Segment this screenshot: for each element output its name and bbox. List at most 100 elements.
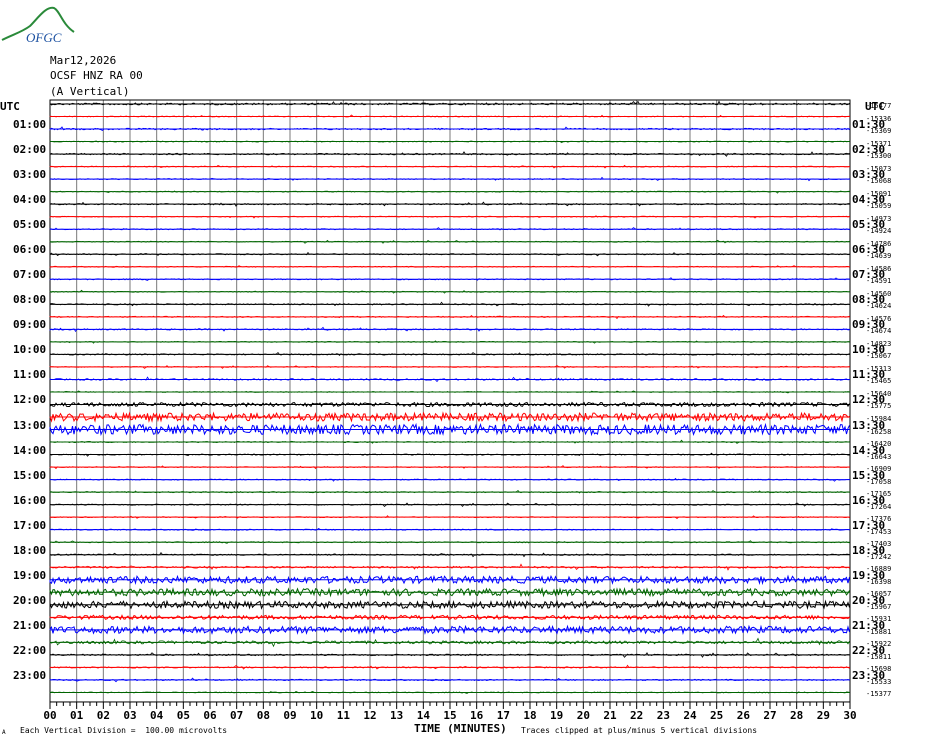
trace-offset-value: -15377 [866, 690, 892, 699]
x-tick-label: 12 [363, 709, 377, 722]
seismic-trace [49, 515, 850, 519]
trace-offset-value: -15313 [866, 364, 892, 373]
x-tick-label: 00 [43, 709, 57, 722]
seismic-trace [49, 227, 850, 231]
left-hour-label: 14:00 [13, 443, 47, 457]
trace-offset-value: -15931 [866, 615, 892, 624]
trace-offset-value: -15300 [866, 152, 892, 161]
seismic-trace [49, 251, 850, 257]
right-hour-label: 20:30 [852, 593, 886, 607]
clipping-note: Traces clipped at plus/minus 5 vertical … [521, 726, 758, 735]
trace-offset-value: -14674 [866, 327, 892, 336]
x-tick-label: 06 [203, 709, 217, 722]
trace-offset-value: -15336 [866, 114, 892, 123]
left-hour-label: 11:00 [13, 368, 47, 382]
left-hour-label: 09:00 [13, 318, 47, 332]
x-tick-label: 26 [736, 709, 750, 722]
trace-offset-value: -14560 [866, 289, 892, 298]
seismic-trace [49, 126, 850, 131]
trace-offset-value: -15073 [866, 164, 892, 173]
seismic-trace [49, 326, 850, 333]
left-hour-label: 16:00 [13, 493, 47, 507]
seismic-trace [49, 527, 850, 531]
left-hour-label: 10:00 [13, 343, 47, 357]
trace-offset-value: -15881 [866, 627, 892, 636]
left-hour-label: 19:00 [13, 568, 47, 582]
x-tick-label: 27 [763, 709, 777, 722]
x-tick-label: 10 [310, 709, 324, 722]
trace-offset-value: -14591 [866, 277, 892, 286]
x-tick-label: 16 [470, 709, 484, 722]
seismic-trace [49, 613, 850, 621]
trace-offset-value: -17376 [866, 515, 892, 524]
seismic-trace [49, 490, 850, 494]
right-hour-label: 22:30 [852, 643, 886, 657]
trace-offset-value: -16889 [866, 565, 892, 574]
trace-offset-value: -17242 [866, 552, 892, 561]
right-hour-label: 19:30 [852, 568, 886, 582]
trace-offset-value: -14586 [866, 264, 892, 273]
x-tick-label: 18 [523, 709, 537, 722]
x-tick-label: 08 [256, 709, 270, 722]
seismic-trace [49, 452, 850, 457]
x-tick-label: 22 [630, 709, 644, 722]
right-hour-label: 12:30 [852, 393, 886, 407]
seismic-trace [49, 664, 850, 670]
seismic-trace [49, 411, 850, 423]
seismic-trace [49, 401, 850, 408]
trace-offset-value: -14823 [866, 339, 892, 348]
seismic-trace [49, 624, 850, 636]
trace-offset-value: -15371 [866, 139, 892, 148]
component-label: (A Vertical) [50, 85, 130, 98]
trace-offset-value: -17264 [866, 502, 892, 511]
seismic-trace [49, 477, 850, 482]
seismic-trace [49, 314, 850, 320]
right-hour-label: 01:30 [852, 118, 886, 132]
x-tick-label: 20 [576, 709, 590, 722]
trace-offset-value: -15068 [866, 177, 892, 186]
x-tick-label: 09 [283, 709, 297, 722]
left-utc-header: UTC [0, 100, 20, 113]
left-hour-label: 04:00 [13, 193, 47, 207]
x-tick-label: 03 [123, 709, 137, 722]
trace-offset-value: -16258 [866, 427, 892, 436]
corner-mark: A [2, 729, 6, 736]
seismic-trace [49, 352, 850, 356]
left-hour-label: 20:00 [13, 593, 47, 607]
seismic-trace [49, 301, 850, 307]
x-tick-label: 11 [336, 709, 350, 722]
seismic-trace [49, 502, 850, 507]
seismic-trace [49, 340, 850, 344]
seismic-trace [49, 551, 850, 558]
x-tick-label: 13 [390, 709, 404, 722]
trace-offset-value: -14624 [866, 302, 892, 311]
trace-offset-value: -14786 [866, 239, 892, 248]
seismic-trace [49, 690, 850, 694]
x-tick-label: 21 [603, 709, 617, 722]
division-note: Each Vertical Division = 100.00 microvol… [20, 726, 228, 735]
right-hour-label: 11:30 [852, 368, 886, 382]
x-tick-label: 23 [656, 709, 670, 722]
right-hour-label: 15:30 [852, 468, 886, 482]
right-hour-label: 08:30 [852, 293, 886, 307]
left-hour-label: 22:00 [13, 643, 47, 657]
seismic-trace [49, 114, 850, 118]
right-hour-label: 14:30 [852, 443, 886, 457]
x-tick-label: 28 [790, 709, 804, 722]
x-tick-label: 30 [843, 709, 857, 722]
x-tick-label: 04 [150, 709, 164, 722]
trace-offset-value: -15067 [866, 352, 892, 361]
x-tick-label: 24 [683, 709, 697, 722]
x-tick-label: 25 [710, 709, 724, 722]
right-utc-header: UTC [865, 100, 885, 113]
right-hour-label: 23:30 [852, 668, 886, 682]
seismic-trace [49, 540, 850, 544]
seismic-trace [49, 390, 850, 394]
trace-offset-value: -15775 [866, 402, 892, 411]
right-hour-label: 05:30 [852, 218, 886, 232]
seismic-trace [49, 586, 850, 598]
trace-offset-value: -15984 [866, 415, 892, 423]
seismic-trace [49, 422, 850, 437]
trace-offset-value: -15698 [866, 665, 892, 674]
